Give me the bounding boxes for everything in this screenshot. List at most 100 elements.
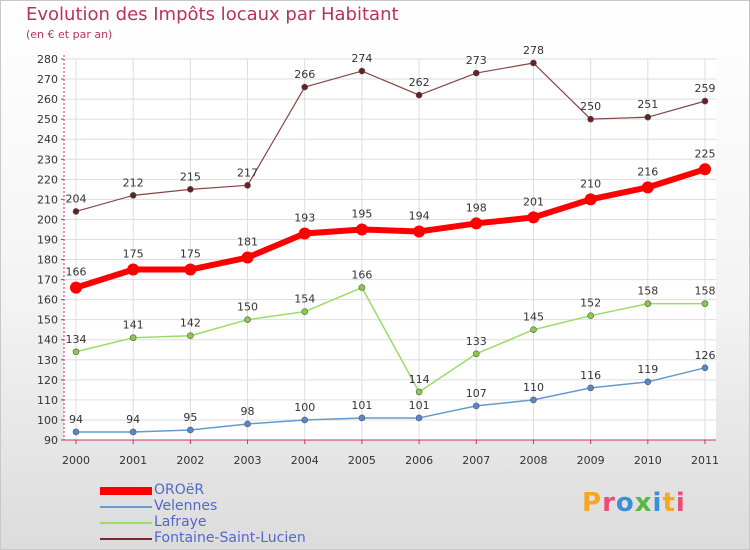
y-tick-label: 90: [44, 434, 58, 447]
data-label: 166: [66, 266, 87, 279]
y-tick-label: 170: [37, 274, 58, 287]
data-point: [72, 428, 80, 436]
x-tick-label: 2006: [405, 454, 433, 467]
data-point: [358, 284, 366, 291]
data-label: 141: [123, 319, 144, 332]
chart-subtitle: (en € et par an): [26, 28, 113, 41]
data-point: [472, 350, 480, 358]
data-label: 198: [466, 201, 487, 214]
data-label: 217: [237, 166, 258, 179]
series-line: [75, 286, 705, 393]
x-tick-label: 2001: [119, 454, 147, 467]
y-tick-label: 110: [37, 394, 58, 407]
data-label: 101: [351, 399, 372, 412]
data-point: [298, 227, 311, 240]
data-point: [355, 223, 368, 236]
data-point: [244, 316, 251, 323]
proxiti-logo: Proxiti: [582, 488, 686, 518]
data-point: [472, 69, 480, 77]
legend-item: Lafraye: [100, 514, 360, 531]
series-line: [76, 367, 706, 433]
data-label: 278: [523, 44, 544, 57]
data-point: [70, 281, 82, 294]
data-label: 262: [409, 76, 430, 89]
data-point: [241, 251, 254, 264]
data-point: [472, 402, 480, 410]
data-point: [72, 208, 80, 215]
data-point: [358, 414, 366, 422]
data-label: 274: [351, 52, 372, 65]
data-label: 134: [66, 333, 87, 346]
data-label: 145: [523, 311, 544, 324]
data-label: 94: [69, 413, 83, 426]
data-label: 201: [523, 195, 544, 208]
data-point: [701, 300, 709, 307]
x-tick-label: 2011: [691, 454, 719, 467]
chart-title: Evolution des Impôts locaux par Habitant: [26, 4, 399, 25]
data-point: [301, 83, 309, 91]
data-label: 216: [637, 165, 658, 178]
x-tick-label: 2007: [462, 454, 490, 467]
legend-item: Velennes: [100, 498, 360, 515]
data-label: 95: [183, 411, 197, 424]
y-tick-label: 150: [37, 314, 58, 327]
data-point: [530, 396, 537, 404]
data-point: [641, 181, 654, 194]
data-point: [530, 326, 537, 334]
y-tick-label: 220: [37, 173, 58, 186]
data-label: 225: [695, 147, 716, 160]
data-point: [301, 416, 309, 424]
y-tick-label: 190: [37, 233, 58, 246]
data-label: 204: [66, 192, 87, 205]
data-point: [584, 193, 597, 206]
data-point: [415, 388, 423, 396]
data-point: [187, 426, 194, 434]
y-tick-label: 120: [37, 374, 58, 387]
legend-item: Fontaine-Saint-Lucien: [100, 530, 360, 547]
legend-swatch: [100, 487, 152, 495]
data-label: 158: [695, 285, 716, 298]
line-chart: 90 100 110 120 130 140 150 160 170 180 190 200 210 22…: [37, 44, 719, 467]
data-label: 154: [294, 293, 315, 306]
data-label: 142: [180, 317, 201, 330]
legend-label: OROëR: [154, 482, 205, 498]
data-point: [301, 308, 309, 315]
data-label: 133: [466, 335, 487, 348]
y-tick-label: 250: [37, 113, 58, 126]
data-label: 212: [123, 176, 144, 189]
data-label: 251: [637, 98, 658, 111]
data-point: [244, 182, 251, 189]
data-label: 210: [580, 177, 601, 190]
data-point: [530, 59, 537, 67]
data-label: 181: [237, 236, 258, 249]
data-point: [587, 115, 594, 123]
data-point: [587, 312, 594, 319]
x-tick-label: 2009: [577, 454, 605, 467]
data-point: [358, 67, 366, 75]
data-label: 126: [695, 349, 716, 362]
x-tick-label: 2002: [176, 454, 204, 467]
data-point: [127, 263, 140, 276]
y-tick-label: 260: [37, 93, 58, 106]
data-point: [129, 428, 137, 436]
x-tick-label: 2010: [634, 454, 662, 467]
data-label: 175: [180, 248, 201, 261]
y-tick-label: 130: [37, 354, 58, 367]
y-tick-label: 270: [37, 73, 58, 86]
data-label: 100: [294, 401, 315, 414]
x-tick-label: 2005: [348, 454, 376, 467]
x-tick-label: 2003: [234, 454, 262, 467]
data-point: [413, 225, 426, 238]
legend-label: Lafraye: [154, 514, 207, 530]
data-point: [415, 414, 423, 422]
plot-area: [64, 59, 716, 440]
data-label: 150: [237, 301, 258, 314]
legend-swatch: [100, 522, 152, 524]
y-tick-label: 280: [37, 53, 58, 66]
data-label: 215: [180, 170, 201, 183]
data-label: 119: [637, 363, 658, 376]
y-tick-label: 230: [37, 153, 58, 166]
data-label: 166: [351, 269, 372, 282]
y-tick-label: 140: [37, 334, 58, 347]
x-tick-label: 2004: [291, 454, 319, 467]
